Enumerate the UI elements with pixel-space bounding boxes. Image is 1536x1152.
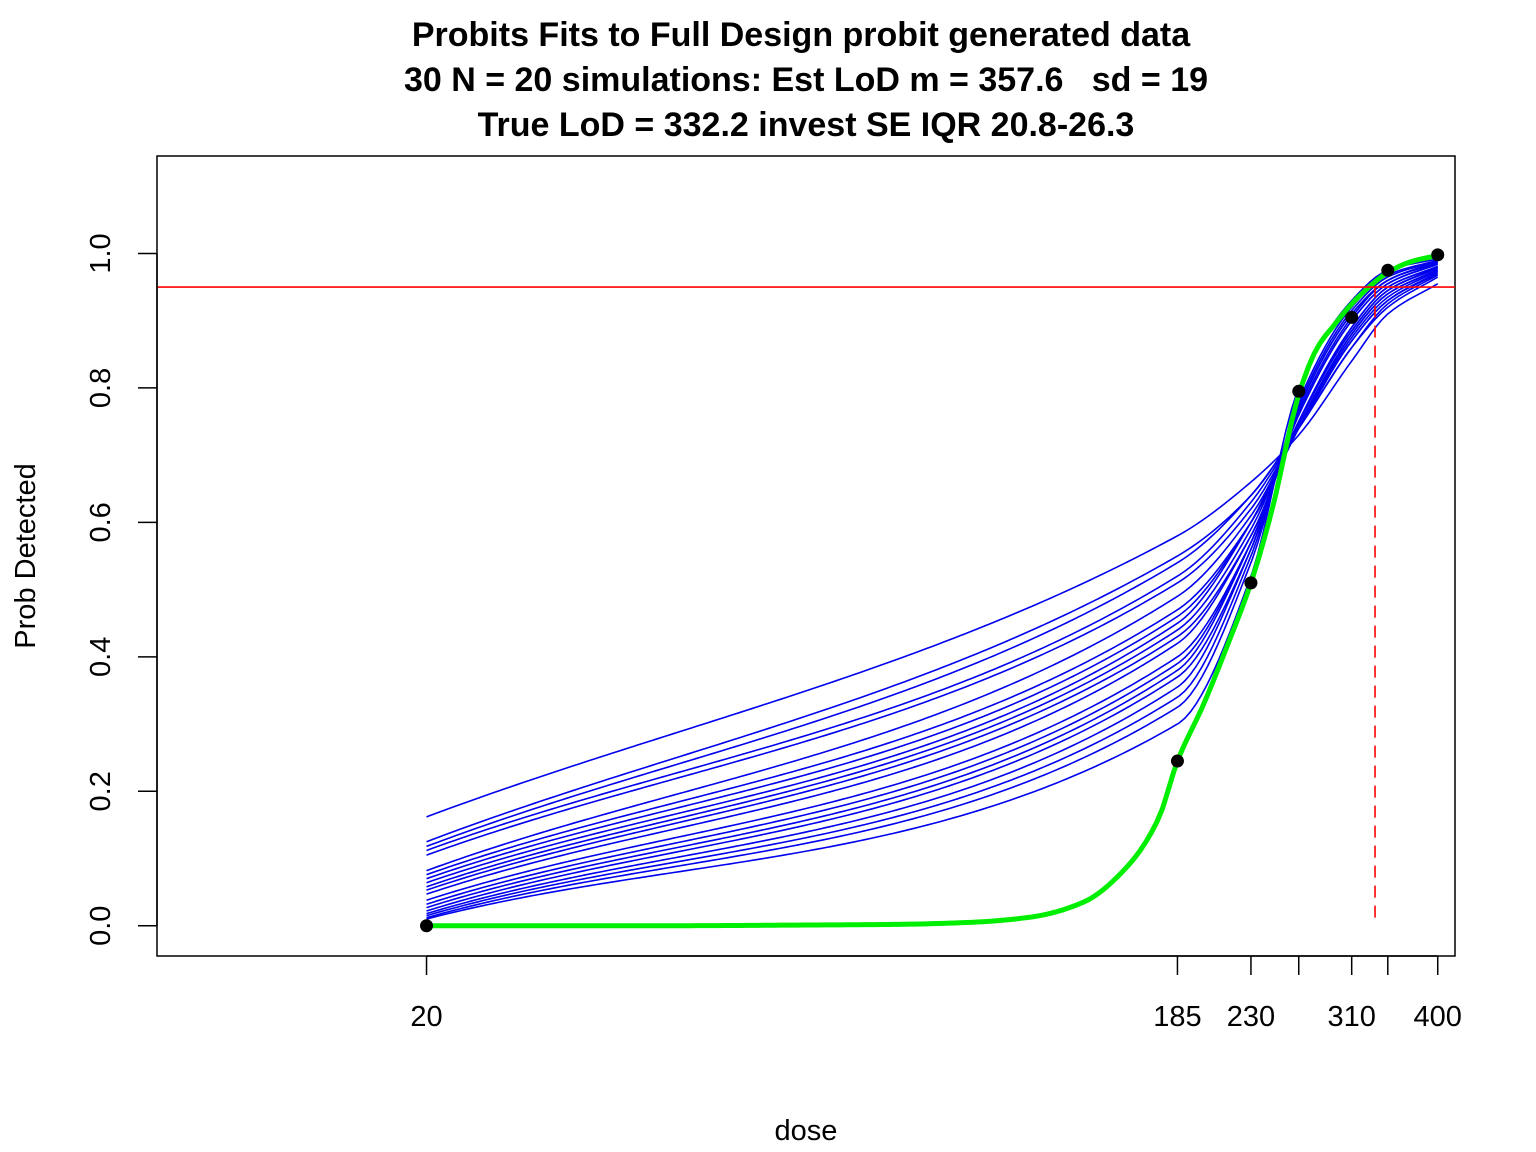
- simulated-curves-group: [426, 258, 1439, 920]
- y-tick-label: 0.8: [85, 368, 117, 408]
- y-axis: 0.0 0.2 0.4 0.6 0.8 1.0: [85, 233, 158, 946]
- sim-curve-7: [426, 269, 1439, 876]
- sim-curve-20: [426, 258, 1438, 920]
- y-tick-label: 0.4: [85, 637, 117, 677]
- chart-subtitle: 30 N = 20 simulations: Est LoD m = 357.6…: [404, 61, 1208, 99]
- data-point: [1170, 754, 1184, 768]
- sim-curve-17: [426, 260, 1439, 915]
- sim-curve-9: [426, 267, 1439, 884]
- x-tick-label: 310: [1327, 1001, 1375, 1033]
- reference-lines-group: [157, 286, 1455, 918]
- y-axis-title: Prob Detected: [10, 463, 42, 648]
- x-tick-label: 230: [1227, 1001, 1275, 1033]
- sim-curve-13: [426, 263, 1439, 901]
- x-tick-label: 185: [1153, 1001, 1201, 1033]
- y-tick-label: 0.2: [85, 771, 117, 811]
- y-tick-label: 0.0: [85, 906, 117, 946]
- x-axis-title: dose: [775, 1115, 838, 1147]
- x-axis: 20 185 230 310 400: [410, 955, 1462, 1033]
- data-point: [1244, 576, 1258, 590]
- data-point: [420, 919, 434, 933]
- sim-curve-19: [426, 259, 1438, 919]
- x-tick-label: 20: [410, 1001, 442, 1033]
- sim-curve-11: [426, 266, 1439, 891]
- sim-curve-5: [426, 271, 1439, 856]
- true-curve: [426, 253, 1439, 929]
- sim-curve-15: [426, 262, 1438, 909]
- y-tick-label: 0.6: [85, 502, 117, 542]
- observed-points-group: [420, 248, 1445, 933]
- sim-curve-1: [426, 283, 1439, 818]
- data-point: [1431, 248, 1445, 262]
- data-point: [1381, 263, 1395, 277]
- data-point: [1345, 310, 1359, 324]
- sim-curve-4: [426, 272, 1439, 852]
- sim-curve-2: [426, 276, 1439, 843]
- y-tick-label: 1.0: [85, 233, 117, 273]
- sim-curve-3: [426, 274, 1439, 848]
- x-tick-label: 400: [1414, 1001, 1462, 1033]
- sim-curve-8: [426, 268, 1439, 880]
- data-point: [1292, 384, 1306, 398]
- chart-title: Probits Fits to Full Design probit gener…: [412, 16, 1191, 54]
- sim-curve-6: [426, 270, 1439, 872]
- true-curve-group: [426, 253, 1439, 929]
- sim-curve-10: [426, 266, 1439, 888]
- sim-curve-18: [426, 260, 1438, 917]
- chart-subtitle-2: True LoD = 332.2 invest SE IQR 20.8-26.3: [478, 106, 1135, 144]
- sim-curve-14: [426, 262, 1439, 906]
